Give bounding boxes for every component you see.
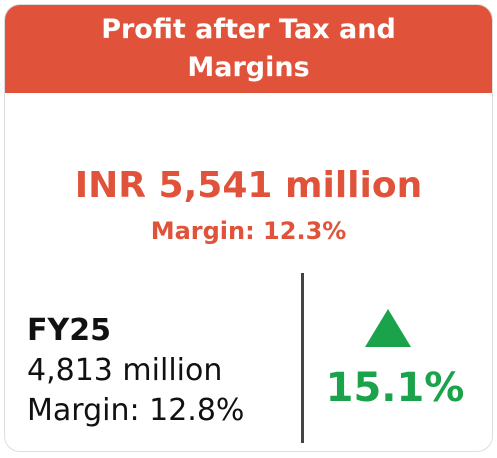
previous: FY25 4,813 million Margin: 12.8% <box>27 311 244 431</box>
previous-value: 4,813 million <box>27 353 223 388</box>
card: Profit after Tax and Margins INR 5,541 m… <box>4 4 493 452</box>
separator <box>301 273 304 443</box>
previous-margin: Margin: 12.8% <box>27 393 245 428</box>
current-margin: Margin: 12.3% <box>150 217 347 245</box>
header: Profit after Tax and Margins <box>5 5 492 93</box>
title: Profit after Tax and <box>101 14 396 45</box>
period: FY25 <box>27 313 111 348</box>
up-arrow <box>365 309 411 347</box>
growth: 15.1% <box>325 365 465 411</box>
title: Margins <box>187 52 310 83</box>
current-value: INR 5,541 million <box>74 165 423 206</box>
